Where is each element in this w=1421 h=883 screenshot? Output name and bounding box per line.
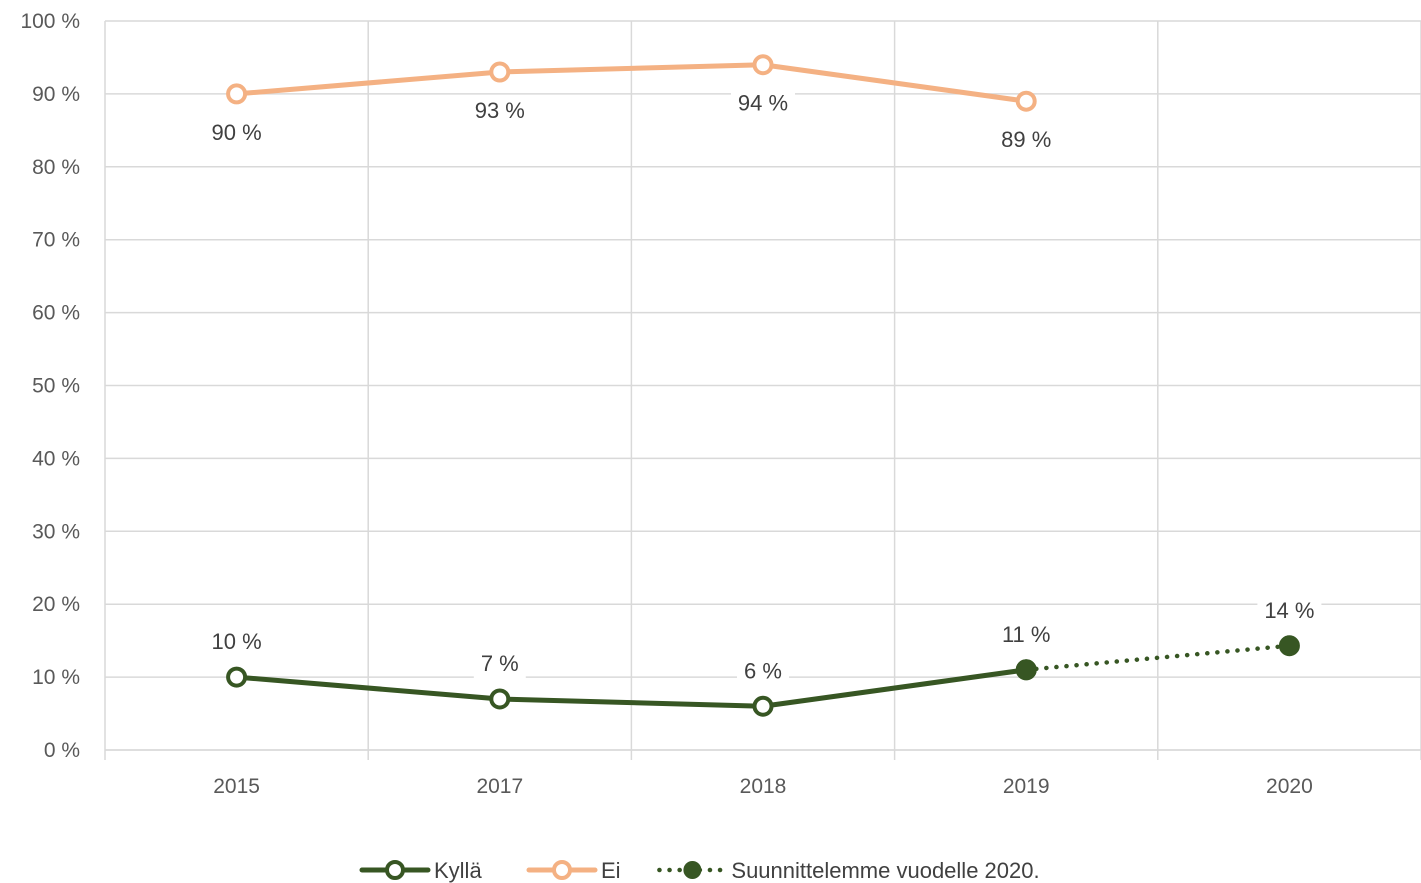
y-tick-label: 80 %	[32, 156, 80, 179]
data-label-bg	[467, 96, 532, 127]
data-label-kylla: 10 %	[212, 629, 262, 654]
x-tick-label: 2019	[1003, 775, 1050, 798]
y-tick-label: 70 %	[32, 229, 80, 252]
y-tick-label: 30 %	[32, 520, 80, 543]
series-lines	[226, 54, 1300, 717]
data-label-ei: 93 %	[475, 98, 525, 123]
y-axis-tick-labels: 0 % 10 % 20 % 30 % 40 % 50 % 60 % 70 % 80 % 90 % 1…	[20, 10, 80, 762]
marker-kylla	[226, 666, 248, 688]
data-label-bg	[994, 619, 1059, 650]
data-label-ei: 94 %	[738, 91, 788, 116]
legend-label-kylla: Kyllä	[434, 858, 482, 883]
series-line-kylla	[234, 667, 1029, 709]
data-label-bg	[731, 88, 795, 119]
marker-ei	[226, 83, 248, 105]
marker-suunnittelemme	[1278, 635, 1300, 657]
legend-marker-ei	[552, 860, 572, 880]
data-label-bg	[204, 117, 269, 148]
y-tick-label: 60 %	[32, 302, 80, 325]
legend-label-suunnittelemme: Suunnittelemme vuodelle 2020.	[731, 858, 1039, 883]
x-tick-label: 2015	[213, 775, 260, 798]
data-label-kylla: 6 %	[744, 658, 782, 683]
y-tick-label: 50 %	[32, 375, 80, 398]
data-label-ei: 90 %	[212, 120, 262, 145]
data-label-kylla: 11 %	[1002, 622, 1051, 647]
marker-kylla	[752, 695, 774, 717]
marker-ei	[489, 61, 511, 83]
legend: Kyllä Ei Suunnittelemme vuodelle 2020.	[359, 858, 1040, 883]
data-label-bg	[473, 648, 526, 679]
y-tick-label: 40 %	[32, 447, 80, 470]
y-tick-label: 100 %	[20, 10, 80, 33]
series-line-suunnittelemme	[1023, 643, 1292, 673]
data-label-bg	[737, 656, 789, 687]
x-tick-label: 2020	[1266, 775, 1313, 798]
x-axis-tick-labels: 2015 2017 2018 2019 2020	[213, 775, 1313, 798]
y-tick-label: 90 %	[32, 83, 80, 106]
data-label-bg	[204, 627, 269, 658]
x-tick-label: 2018	[740, 775, 787, 798]
data-label-bg	[994, 125, 1059, 156]
marker-ei	[1015, 90, 1037, 112]
marker-kylla	[489, 688, 511, 710]
y-tick-label: 20 %	[32, 593, 80, 616]
legend-marker-kylla	[385, 860, 405, 880]
data-label-suunnittelemme: 14 %	[1264, 598, 1314, 623]
x-tick-label: 2017	[476, 775, 523, 798]
legend-marker-suunnittelemme	[683, 861, 702, 879]
data-labels: 10 % 7 % 6 % 11 % 90 % 93 % 94 % 89 % 14 %	[204, 88, 1322, 687]
y-tick-label: 0 %	[44, 739, 80, 762]
data-label-kylla: 7 %	[481, 651, 519, 676]
y-tick-label: 10 %	[32, 666, 80, 689]
legend-label-ei: Ei	[601, 858, 621, 883]
grid	[104, 20, 1421, 760]
marker-ei	[752, 54, 774, 76]
data-label-ei: 89 %	[1001, 127, 1051, 152]
marker-suunnittelemme	[1015, 659, 1037, 681]
series-line-ei	[234, 62, 1029, 104]
data-label-bg	[1257, 595, 1322, 626]
